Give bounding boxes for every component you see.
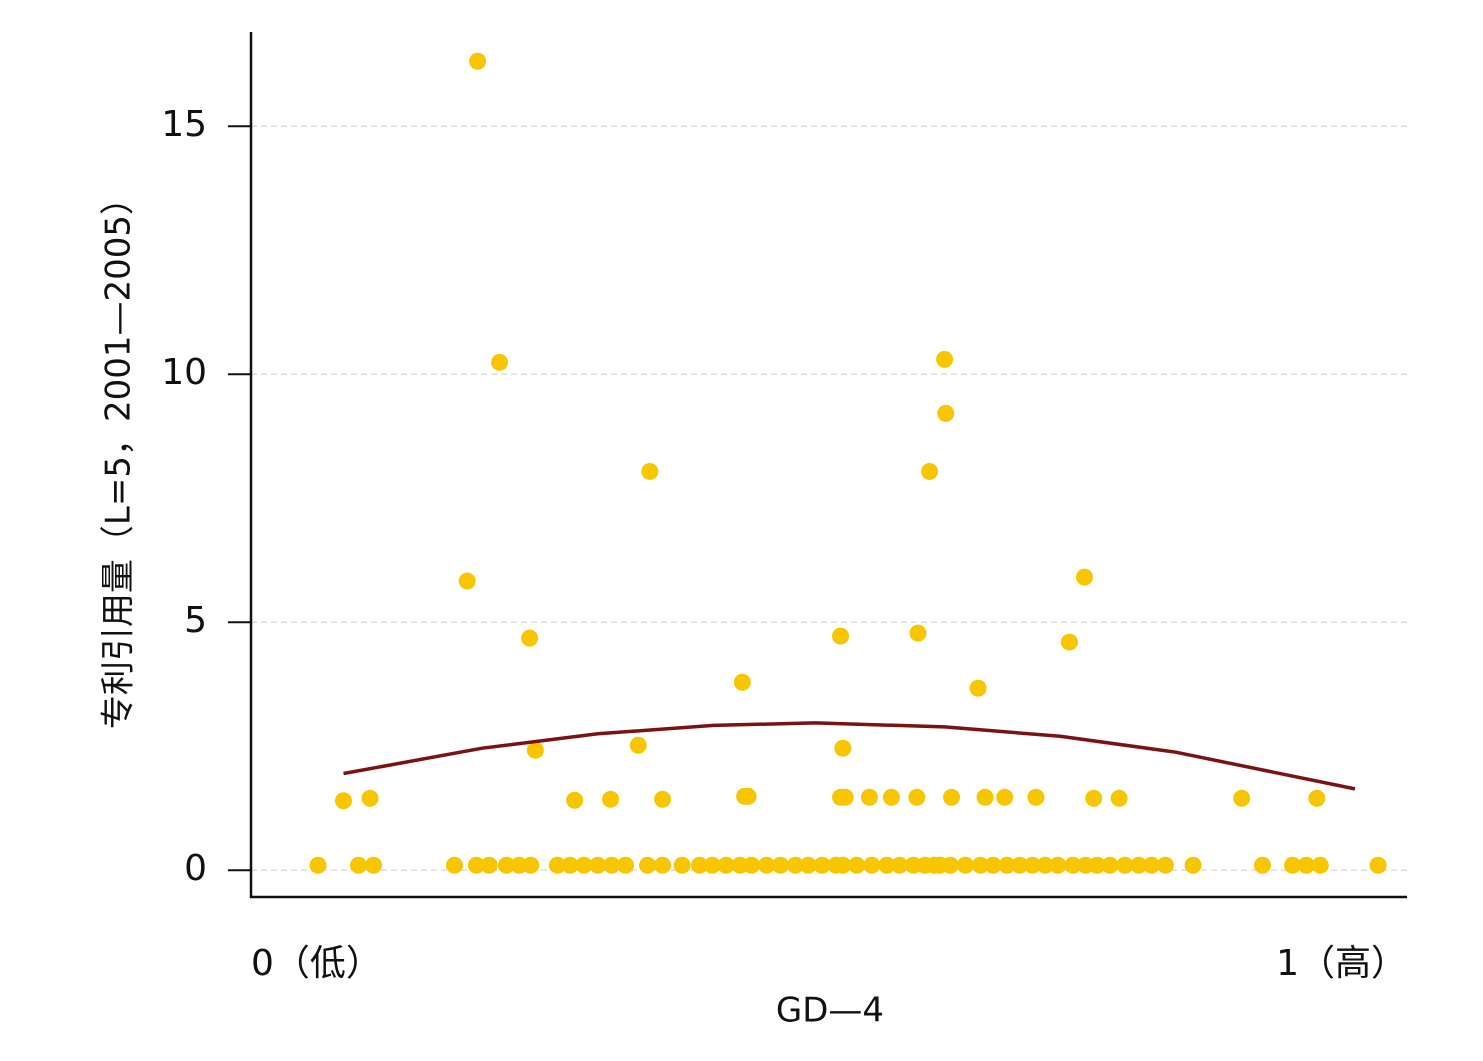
point	[998, 856, 1016, 874]
y-axis-title: 专利引用量（L=5，2001—2005）	[99, 181, 139, 729]
point	[1088, 856, 1106, 874]
point	[1011, 856, 1029, 874]
point	[491, 353, 509, 371]
point	[971, 856, 989, 874]
point	[863, 856, 881, 874]
point	[717, 856, 735, 874]
point	[1064, 856, 1082, 874]
point	[941, 856, 959, 874]
point	[1101, 856, 1119, 874]
point	[350, 856, 368, 874]
point	[1284, 856, 1302, 874]
point	[1308, 789, 1326, 807]
point	[921, 462, 939, 480]
point	[603, 856, 621, 874]
point	[1060, 633, 1078, 651]
point	[739, 787, 757, 805]
point	[526, 741, 544, 759]
point	[1130, 856, 1148, 874]
fit-line	[343, 721, 1356, 791]
point	[909, 624, 927, 642]
point	[309, 856, 327, 874]
point	[334, 792, 352, 810]
point	[996, 788, 1014, 806]
point	[1254, 856, 1271, 874]
point	[813, 856, 831, 874]
point	[1156, 856, 1174, 874]
point	[969, 679, 987, 697]
x-tick-label: 1（高）	[1276, 943, 1407, 984]
point	[1049, 856, 1067, 874]
point	[786, 856, 804, 874]
y-tick-label: 15	[161, 104, 207, 145]
point	[561, 856, 579, 874]
point	[602, 790, 620, 808]
point	[589, 856, 607, 874]
point	[1233, 789, 1251, 807]
point	[860, 788, 878, 806]
point	[1075, 568, 1093, 586]
point	[654, 856, 672, 874]
point	[834, 856, 852, 874]
point	[673, 856, 691, 874]
point	[1036, 856, 1054, 874]
point	[758, 856, 776, 874]
y-tick-label: 0	[184, 848, 207, 889]
point	[361, 789, 379, 807]
point	[834, 739, 852, 757]
point	[548, 856, 566, 874]
point	[1027, 788, 1045, 806]
point	[956, 856, 974, 874]
point	[984, 856, 1002, 874]
point	[629, 736, 647, 754]
point	[771, 856, 789, 874]
point	[878, 856, 896, 874]
point	[1023, 856, 1041, 874]
point	[936, 350, 954, 368]
point	[497, 856, 515, 874]
point	[799, 856, 817, 874]
point	[522, 856, 540, 874]
point	[480, 856, 498, 874]
point	[1116, 856, 1134, 874]
point	[521, 629, 539, 647]
point	[1143, 856, 1161, 874]
point	[469, 52, 487, 70]
point	[908, 788, 926, 806]
point	[743, 856, 761, 874]
point	[365, 856, 383, 874]
point	[891, 856, 909, 874]
y-tick-label: 5	[184, 600, 207, 641]
point	[575, 856, 593, 874]
point	[1311, 856, 1329, 874]
point	[445, 856, 463, 874]
point	[1369, 856, 1387, 874]
point	[617, 856, 635, 874]
point	[882, 788, 900, 806]
point	[654, 790, 672, 808]
point	[733, 673, 751, 691]
point	[1297, 856, 1315, 874]
point	[703, 856, 721, 874]
point	[458, 572, 476, 590]
point	[691, 856, 709, 874]
point	[1085, 789, 1103, 807]
point	[836, 788, 854, 806]
y-tick-label: 10	[161, 352, 207, 393]
point	[566, 791, 584, 809]
point	[1110, 789, 1128, 807]
point	[976, 788, 994, 806]
x-axis-title: GD—4	[776, 991, 884, 1031]
point	[1184, 856, 1202, 874]
point	[639, 856, 657, 874]
point	[943, 788, 961, 806]
point	[848, 856, 866, 874]
x-tick-label: 0（低）	[251, 943, 382, 984]
point	[937, 404, 955, 422]
point	[641, 462, 659, 480]
point	[467, 856, 485, 874]
point	[832, 627, 850, 645]
